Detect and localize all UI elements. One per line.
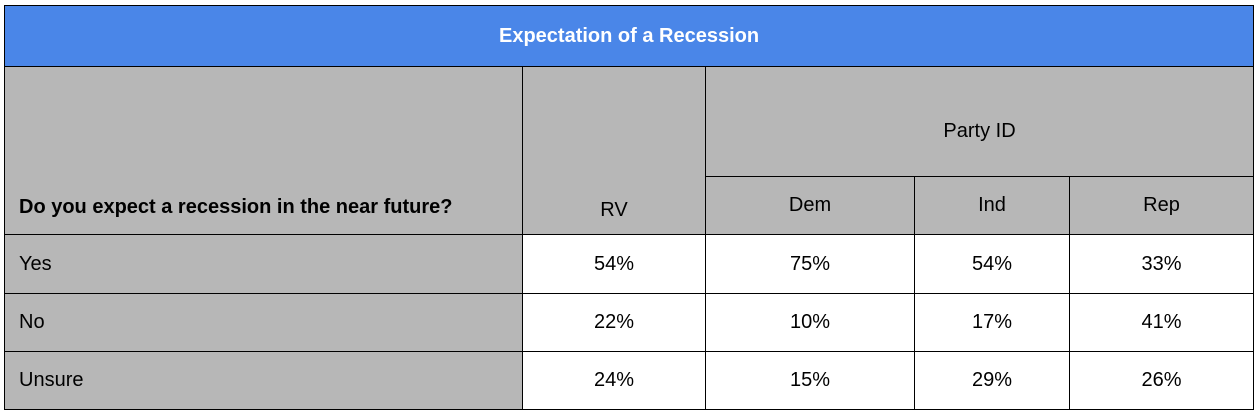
- cell-no-rv: 22%: [522, 293, 706, 352]
- column-header-rv: RV: [522, 66, 706, 235]
- column-header-dem: Dem: [705, 176, 915, 235]
- cell-no-rep: 41%: [1068, 293, 1255, 352]
- row-label: Yes: [4, 234, 523, 294]
- cell-no-dem: 10%: [705, 293, 915, 352]
- question-header: Do you expect a recession in the near fu…: [4, 66, 523, 235]
- table-row-yes: Yes 54% 75% 54% 33%: [4, 234, 1255, 294]
- party-id-header: Party ID: [704, 66, 1255, 177]
- row-label: No: [4, 293, 523, 352]
- cell-yes-rv: 54%: [522, 234, 706, 294]
- recession-table: Expectation of a Recession Do you expect…: [3, 5, 1255, 410]
- row-label: Unsure: [4, 351, 523, 410]
- column-header-ind: Ind: [914, 176, 1070, 235]
- cell-unsure-rv: 24%: [522, 351, 706, 410]
- cell-unsure-ind: 29%: [914, 351, 1070, 410]
- title-row: Expectation of a Recession: [3, 5, 1255, 67]
- cell-unsure-rep: 26%: [1068, 351, 1255, 410]
- cell-yes-rep: 33%: [1068, 234, 1255, 294]
- cell-yes-ind: 54%: [914, 234, 1070, 294]
- header-row-top: Do you expect a recession in the near fu…: [4, 66, 1255, 235]
- cell-unsure-dem: 15%: [705, 351, 915, 410]
- cell-no-ind: 17%: [914, 293, 1070, 352]
- cell-yes-dem: 75%: [705, 234, 915, 294]
- table-title: Expectation of a Recession: [3, 5, 1255, 67]
- header-row-sub: Dem Ind Rep: [5, 176, 1255, 235]
- table-row-no: No 22% 10% 17% 41%: [4, 293, 1255, 352]
- table-row-unsure: Unsure 24% 15% 29% 26%: [4, 351, 1255, 410]
- column-header-rep: Rep: [1068, 176, 1255, 235]
